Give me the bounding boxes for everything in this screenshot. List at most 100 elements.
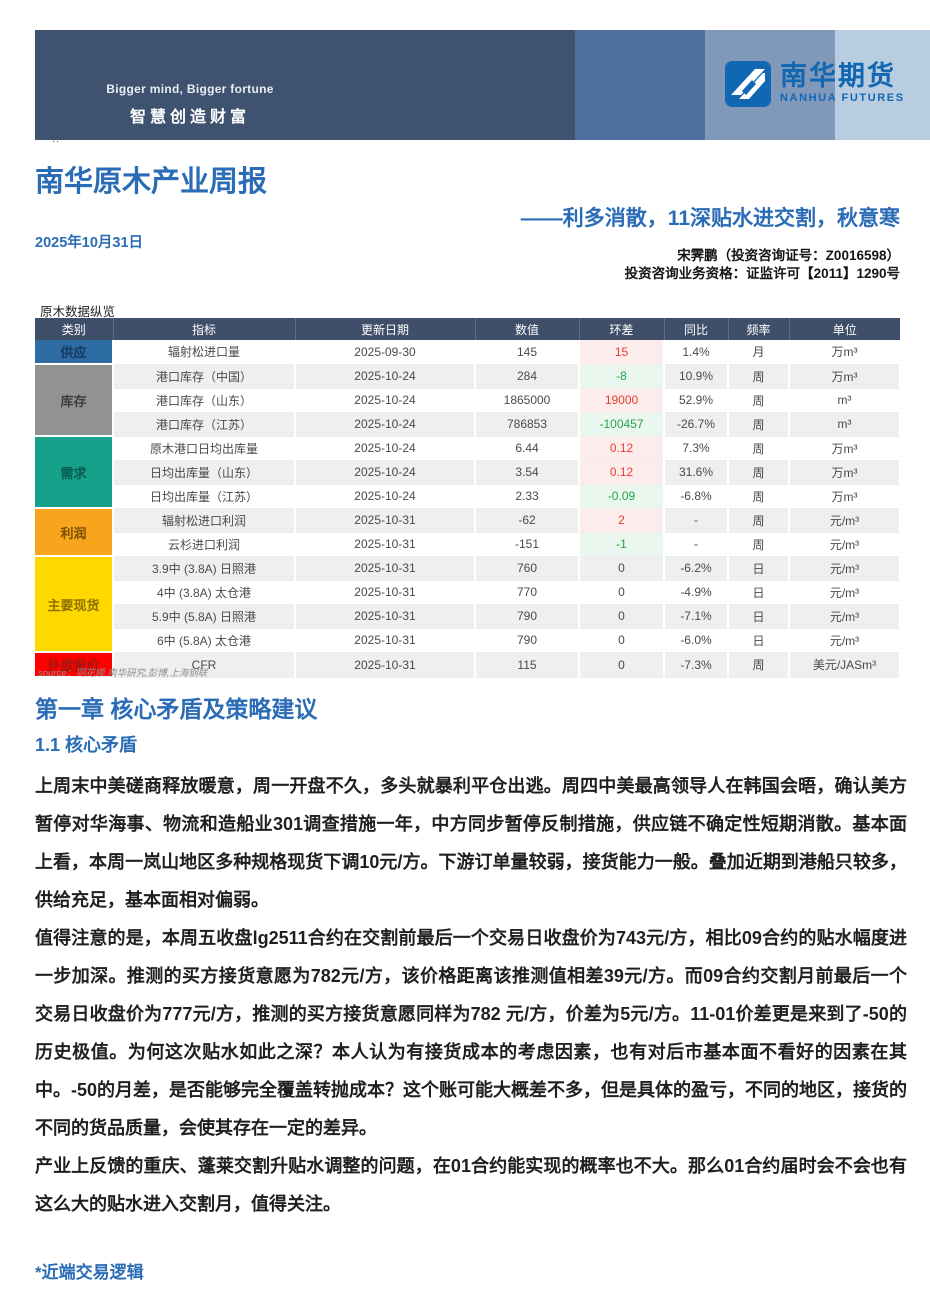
yoy-cell: -6.8% xyxy=(664,484,729,509)
unit-cell: m³ xyxy=(789,388,901,413)
column-header: 频率 xyxy=(728,318,790,340)
value-cell: 760 xyxy=(475,556,580,581)
freq-cell: 月 xyxy=(728,340,790,365)
indicator-cell: 原木港口日均出库量 xyxy=(113,436,296,461)
indicator-cell: 港口库存（中国） xyxy=(113,364,296,389)
category-cell: 外盘报价 xyxy=(35,652,114,678)
table-row: 利润 辐射松进口利润 2025-10-31 -62 2- 周元/m³ xyxy=(35,508,901,557)
category-cell: 利润 xyxy=(35,508,114,557)
freq-cell: 周 xyxy=(728,388,790,413)
table-row: 5.9中 (5.8A) 日照港 2025-10-31 790 0 -7.1% 日元/m³ xyxy=(35,604,901,629)
slogan-english: Bigger mind, Bigger fortune xyxy=(106,82,274,96)
nanhua-logo-text: 南华期货 NANHUA FUTURES xyxy=(780,61,905,104)
subsection-heading: 1.1 核心矛盾 xyxy=(35,735,138,755)
date-cell: 2025-10-31 xyxy=(295,652,476,678)
table-row: 日均出库量（江苏） 2025-10-24 2.33 -0.09 -6.8% 周万m³ xyxy=(35,484,901,509)
freq-cell: 周 xyxy=(728,484,790,509)
value-cell: 115 xyxy=(475,652,580,678)
date-cell: 2025-10-31 xyxy=(295,628,476,653)
yoy-cell: -7.1% xyxy=(664,604,729,629)
value-cell: 770 xyxy=(475,580,580,605)
category-cell: 主要现货 xyxy=(35,556,114,653)
analyst-info: 宋霁鹏（投资咨询证号：Z0016598） 投资咨询业务资格：证监许可【2011】… xyxy=(625,247,900,283)
report-date: 2025年10月31日 xyxy=(35,235,144,251)
yoy-cell: - xyxy=(664,508,729,533)
value-cell: -62 xyxy=(475,508,580,533)
chg-cell: -1 xyxy=(579,532,665,557)
table-row: 库存 港口库存（中国） 2025-10-24 284 -8 10.9% 周万m³ xyxy=(35,364,901,437)
unit-cell: 元/m³ xyxy=(789,532,901,557)
table-row: 需求 原木港口日均出库量 2025-10-24 6.44 0.12 7.3% 周万m³ xyxy=(35,436,901,509)
chg-cell: 0 xyxy=(579,604,665,629)
table-row: 外盘报价 CFR 2025-10-31 115 0 -7.3% 周美元/JASm³ xyxy=(35,652,901,678)
chg-cell: 2 xyxy=(579,508,665,533)
freq-cell: 日 xyxy=(728,580,790,605)
table-row: 港口库存（江苏） 2025-10-24 786853 -100457 -26.7% 周 m³ xyxy=(35,412,901,437)
unit-cell: 万m³ xyxy=(789,340,901,365)
table-row: 6中 (5.8A) 太仓港 2025-10-31 790 0 -6.0% 日元/m³ xyxy=(35,628,901,653)
date-cell: 2025-10-31 xyxy=(295,604,476,629)
indicator-cell: 云杉进口利润 xyxy=(113,532,296,557)
yoy-cell: 31.6% xyxy=(664,460,729,485)
unit-cell: 万m³ xyxy=(789,436,901,461)
value-cell: 1865000 xyxy=(475,388,580,413)
yoy-cell: -26.7% xyxy=(664,412,729,437)
logo-english-name: NANHUA FUTURES xyxy=(780,92,905,104)
indicator-cell: 港口库存（山东） xyxy=(113,388,296,413)
value-cell: 3.54 xyxy=(475,460,580,485)
nanhua-logo-icon xyxy=(725,61,771,112)
unit-cell: 万m³ xyxy=(789,460,901,485)
indicator-cell: 辐射松进口利润 xyxy=(113,508,296,533)
date-cell: 2025-10-24 xyxy=(295,484,476,509)
value-cell: 145 xyxy=(475,340,580,365)
chg-cell: 0 xyxy=(579,628,665,653)
banner-block-4 xyxy=(835,30,930,140)
logo-chinese-name: 南华期货 xyxy=(780,61,896,91)
chg-cell: 19000 xyxy=(579,388,665,413)
unit-cell: 万m³ xyxy=(789,364,901,389)
chg-cell: -100457 xyxy=(579,412,665,437)
date-cell: 2025-10-24 xyxy=(295,364,476,389)
brand-slogan: Bigger mind, Bigger fortune 智慧创造财富 xyxy=(75,82,305,127)
chg-cell: 0 xyxy=(579,652,665,678)
freq-cell: 日 xyxy=(728,628,790,653)
chg-cell: 0.12 xyxy=(579,436,665,461)
table-caption: 原木数据纵览 xyxy=(40,305,116,319)
category-cell: 库存 xyxy=(35,364,114,437)
yoy-cell: -7.3% xyxy=(664,652,729,678)
freq-cell: 日 xyxy=(728,556,790,581)
freq-cell: 周 xyxy=(728,364,790,389)
column-header: 环差 xyxy=(579,318,665,340)
body-paragraphs: 上周末中美磋商释放暖意，周一开盘不久，多头就暴利平仓出逃。周四中美最高领导人在韩… xyxy=(35,767,907,1223)
value-cell: 6.44 xyxy=(475,436,580,461)
banner-block-2 xyxy=(575,30,705,140)
paragraph: 上周末中美磋商释放暖意，周一开盘不久，多头就暴利平仓出逃。周四中美最高领导人在韩… xyxy=(35,776,907,910)
date-cell: 2025-10-31 xyxy=(295,580,476,605)
value-cell: 790 xyxy=(475,628,580,653)
freq-cell: 周 xyxy=(728,412,790,437)
chg-cell: 0 xyxy=(579,556,665,581)
paragraph: 值得注意的是，本周五收盘lg2511合约在交割前最后一个交易日收盘价为743元/… xyxy=(35,928,908,1138)
chg-cell: -0.09 xyxy=(579,484,665,509)
freq-cell: 周 xyxy=(728,460,790,485)
date-cell: 2025-10-24 xyxy=(295,388,476,413)
slogan-chinese: 智慧创造财富 xyxy=(129,109,250,126)
source-note: source：同花顺,南华研究,彭博,上海钢联 xyxy=(38,668,208,679)
value-cell: 786853 xyxy=(475,412,580,437)
table-header-row: 类别 指标 更新日期 数值 环差 同比 频率 单位 xyxy=(35,318,900,340)
freq-cell: 周 xyxy=(728,652,790,678)
date-cell: 2025-10-31 xyxy=(295,556,476,581)
unit-cell: 万m³ xyxy=(789,484,901,509)
paragraph: 产业上反馈的重庆、蓬莱交割升贴水调整的问题，在01合约能实现的概率也不大。那么0… xyxy=(35,1156,907,1214)
unit-cell: m³ xyxy=(789,412,901,437)
chg-cell: 0 xyxy=(579,580,665,605)
value-cell: 284 xyxy=(475,364,580,389)
date-cell: 2025-10-24 xyxy=(295,412,476,437)
freq-cell: 周 xyxy=(728,532,790,557)
column-header: 更新日期 xyxy=(295,318,476,340)
analyst-line: 宋霁鹏（投资咨询证号：Z0016598） xyxy=(677,248,900,263)
unit-cell: 元/m³ xyxy=(789,556,901,581)
indicator-cell: CFR xyxy=(113,652,296,678)
page-artifact-mark: .. xyxy=(52,133,61,145)
report-subtitle: ——利多消散，11深贴水进交割，秋意寒 xyxy=(520,207,900,230)
